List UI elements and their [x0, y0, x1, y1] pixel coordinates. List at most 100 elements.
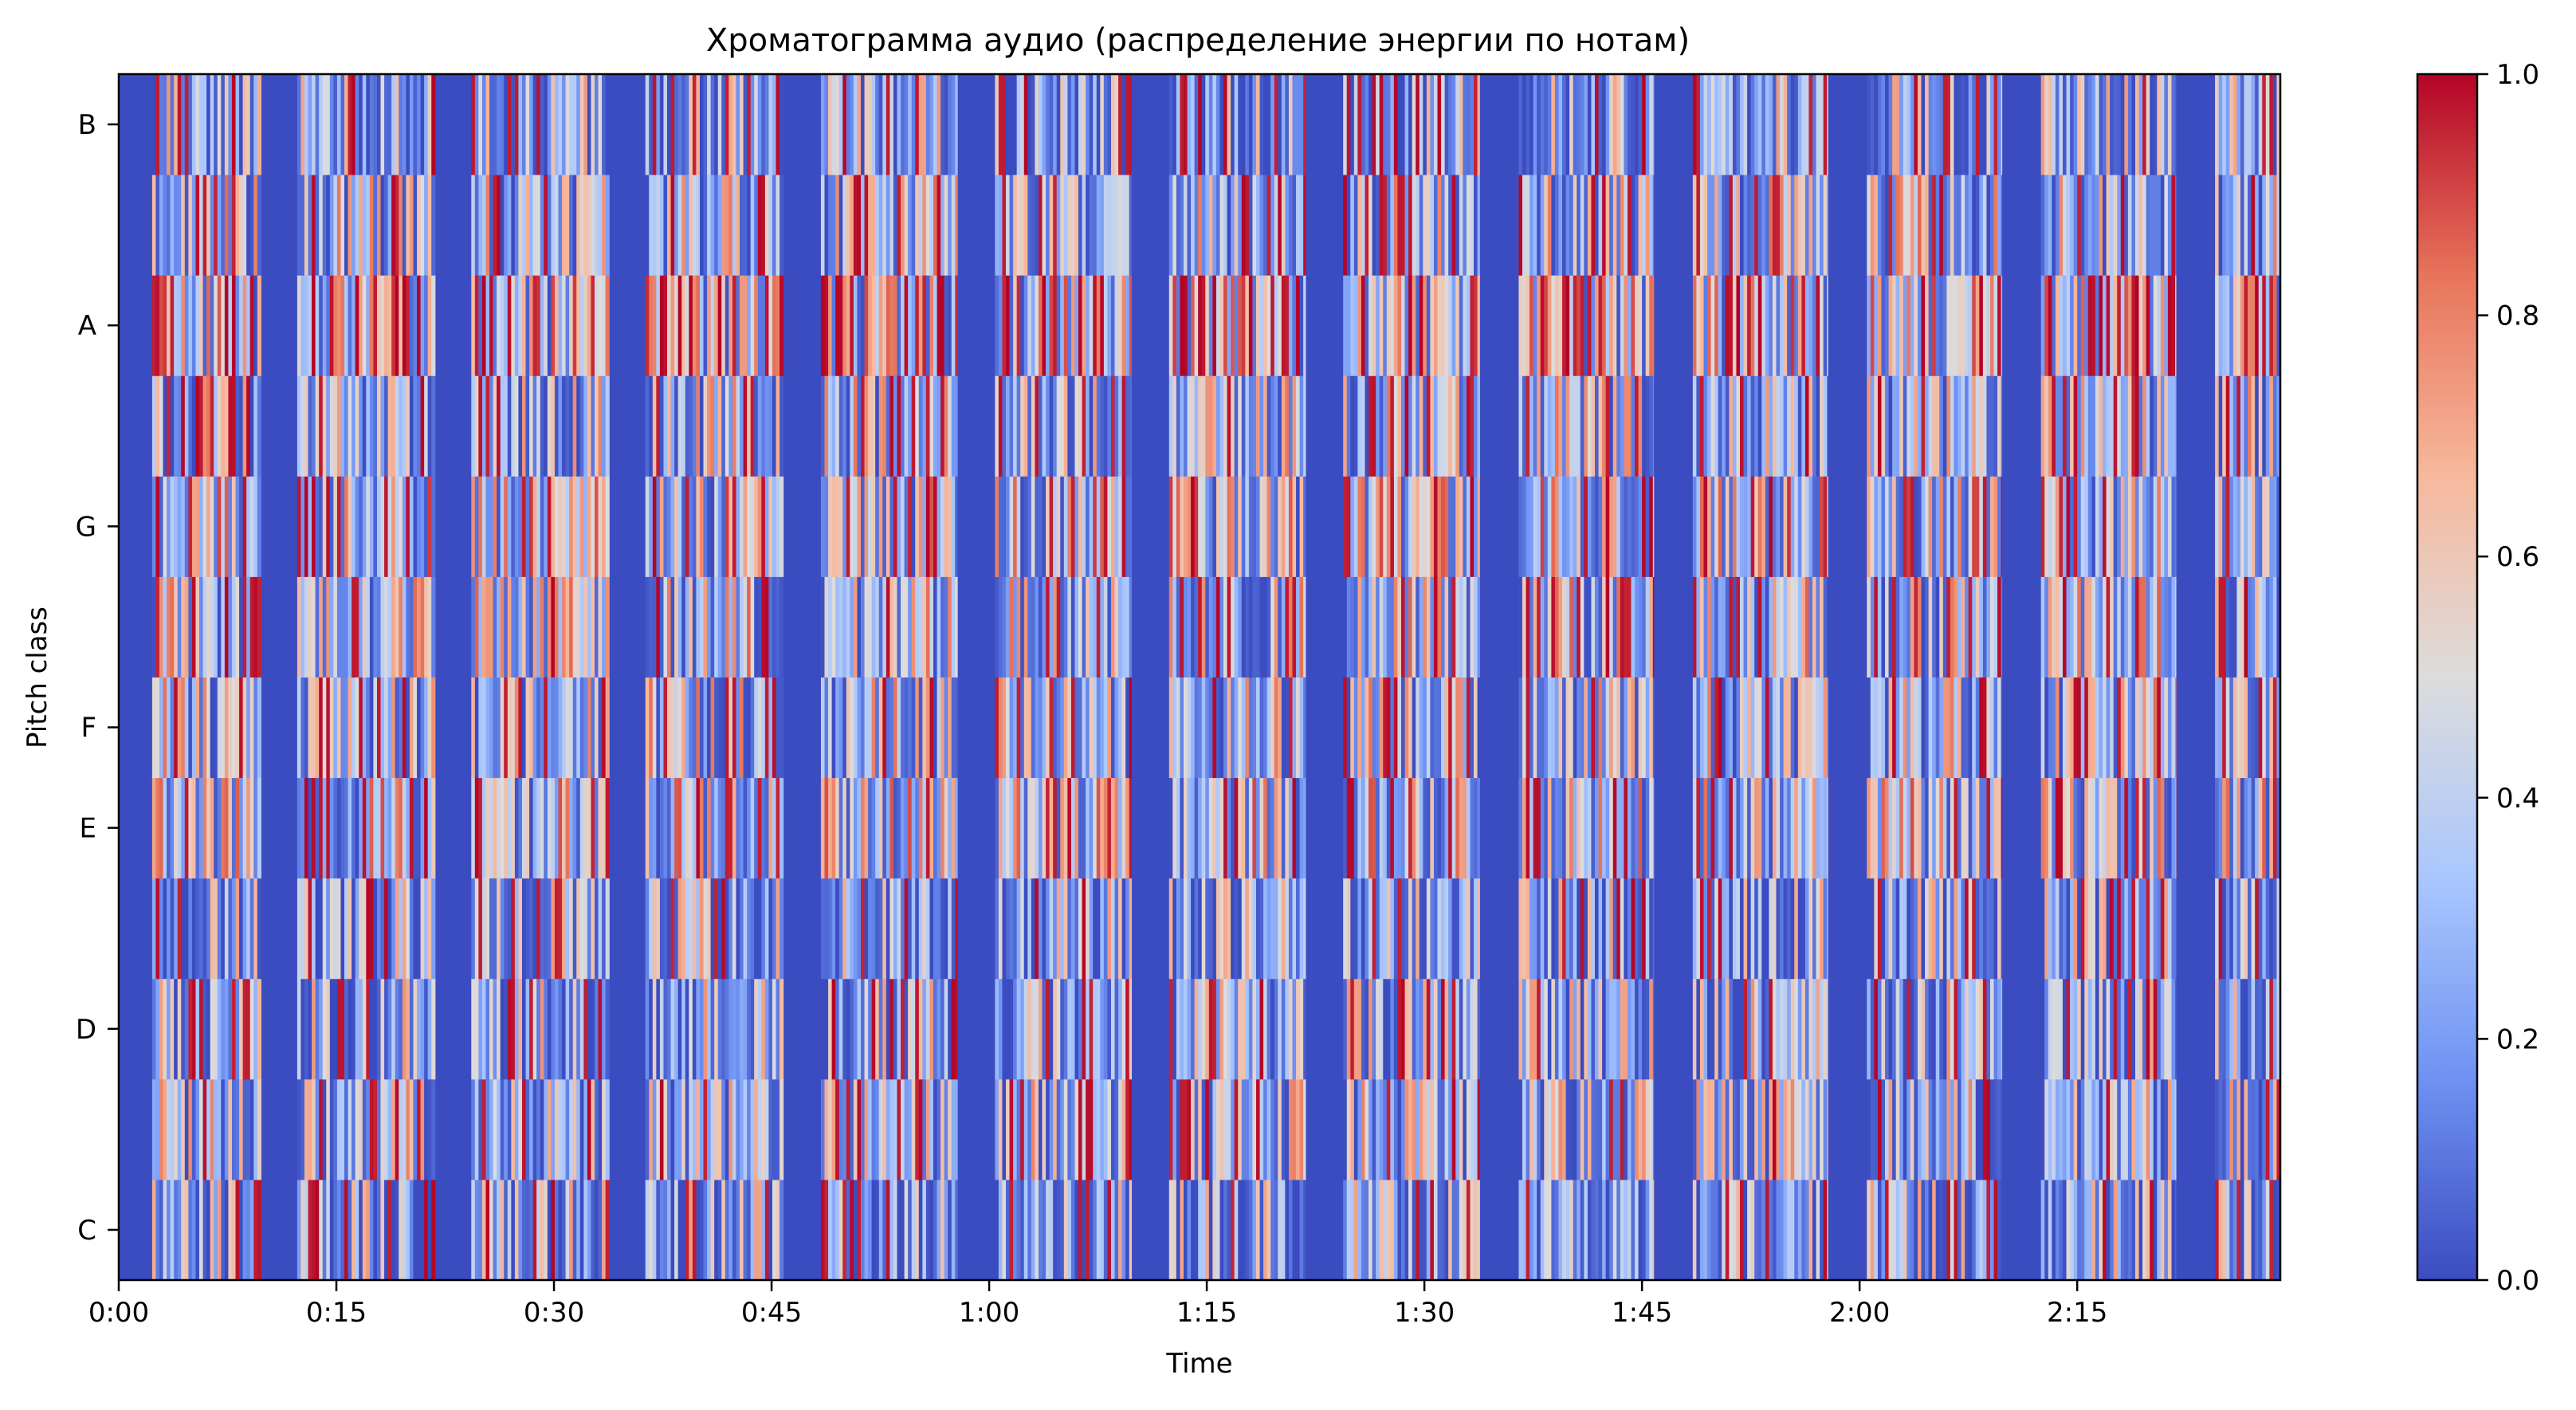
heatmap-cell [579, 677, 584, 779]
heatmap-cell [772, 74, 777, 175]
heatmap-cell [1451, 1179, 1456, 1281]
heatmap-cell [1533, 74, 1537, 175]
heatmap-cell [933, 74, 938, 175]
heatmap-cell [253, 74, 258, 175]
heatmap-cell [1448, 275, 1453, 376]
heatmap-cell [1459, 1078, 1463, 1180]
heatmap-cell [724, 476, 729, 577]
heatmap-cell [1569, 777, 1574, 879]
heatmap-cell [478, 74, 483, 175]
heatmap-cell [1187, 1078, 1192, 1180]
heatmap-cell [602, 175, 607, 276]
heatmap-cell [1692, 275, 1697, 376]
heatmap-cell [1448, 1078, 1453, 1180]
heatmap-cell [1522, 1078, 1527, 1180]
heatmap-cell [1881, 375, 1886, 477]
heatmap-cell [195, 175, 200, 276]
heatmap-cell [685, 1179, 689, 1281]
heatmap-cell [569, 1179, 574, 1281]
heatmap-cell [1942, 878, 1947, 980]
heatmap-cell [1474, 1078, 1478, 1180]
heatmap-cell [569, 74, 574, 175]
heatmap-cell [471, 878, 476, 980]
heatmap-cell [402, 1078, 406, 1180]
heatmap-cell [576, 978, 581, 1080]
heatmap-cell [1466, 677, 1471, 779]
heatmap-cell [1103, 777, 1109, 879]
heatmap-cell [1223, 1179, 1228, 1281]
heatmap-cell [1612, 878, 1617, 980]
heatmap-cell [326, 74, 331, 175]
heatmap-cell [1187, 476, 1192, 577]
heatmap-cell [1180, 978, 1184, 1080]
heatmap-cell [1780, 1179, 1785, 1281]
heatmap-cell [1100, 576, 1105, 678]
heatmap-cell [710, 1179, 715, 1281]
heatmap-cell [1522, 476, 1527, 577]
heatmap-cell [1441, 576, 1446, 678]
heatmap-cell [1537, 878, 1541, 980]
heatmap-cell [485, 978, 490, 1080]
heatmap-cell [493, 175, 497, 276]
heatmap-cell [1219, 1078, 1224, 1180]
heatmap-cell [1444, 375, 1449, 477]
heatmap-cell [1602, 878, 1607, 980]
heatmap-cell [478, 777, 483, 879]
heatmap-cell [583, 576, 588, 678]
heatmap-cell [1172, 476, 1177, 577]
heatmap-cell [1114, 1179, 1119, 1281]
heatmap-cell [1383, 275, 1388, 376]
heatmap-cell [493, 476, 497, 577]
heatmap-cell [333, 74, 338, 175]
heatmap-cell [710, 275, 715, 376]
heatmap-cell [1699, 576, 1705, 678]
heatmap-cell [1089, 476, 1094, 577]
heatmap-cell [1121, 175, 1126, 276]
heatmap-cell [1009, 978, 1014, 1080]
heatmap-cell [2055, 677, 2060, 779]
heatmap-cell [1070, 1179, 1076, 1281]
heatmap-cell [1743, 476, 1748, 577]
heatmap-cell [754, 1179, 759, 1281]
heatmap-cell [1100, 476, 1105, 577]
heatmap-cell [864, 476, 869, 577]
heatmap-cell [402, 677, 406, 779]
heatmap-cell [217, 878, 222, 980]
heatmap-cell [1518, 878, 1523, 980]
heatmap-cell [399, 476, 403, 577]
heatmap-cell [1609, 375, 1614, 477]
heatmap-cell [1255, 1179, 1261, 1281]
heatmap-cell [1942, 375, 1947, 477]
heatmap-cell [1194, 1179, 1199, 1281]
heatmap-cell [214, 275, 218, 376]
heatmap-cell [562, 576, 567, 678]
heatmap-cell [861, 978, 866, 1080]
heatmap-cell [1993, 878, 1998, 980]
heatmap-cell [471, 576, 476, 678]
heatmap-cell [210, 1179, 214, 1281]
heatmap-cell [824, 175, 829, 276]
heatmap-cell [1074, 978, 1079, 1080]
heatmap-cell [1255, 576, 1261, 678]
heatmap-cell [743, 777, 748, 879]
heatmap-cell [497, 275, 501, 376]
heatmap-cell [1397, 677, 1402, 779]
heatmap-cell [587, 1179, 592, 1281]
heatmap-cell [544, 978, 548, 1080]
heatmap-cell [1074, 878, 1079, 980]
heatmap-cell [940, 677, 945, 779]
heatmap-cell [167, 978, 171, 1080]
heatmap-cell [714, 978, 719, 1080]
heatmap-cell [1808, 677, 1813, 779]
heatmap-cell [1397, 375, 1402, 477]
heatmap-cell [1006, 576, 1011, 678]
heatmap-cell [373, 476, 378, 577]
heatmap-cell [692, 978, 697, 1080]
heatmap-cell [1023, 1179, 1028, 1281]
heatmap-cell [1635, 74, 1639, 175]
heatmap-cell [572, 476, 577, 577]
heatmap-cell [710, 777, 715, 879]
heatmap-cell [1046, 1179, 1050, 1281]
heatmap-cell [1580, 375, 1584, 477]
heatmap-cell [206, 175, 211, 276]
